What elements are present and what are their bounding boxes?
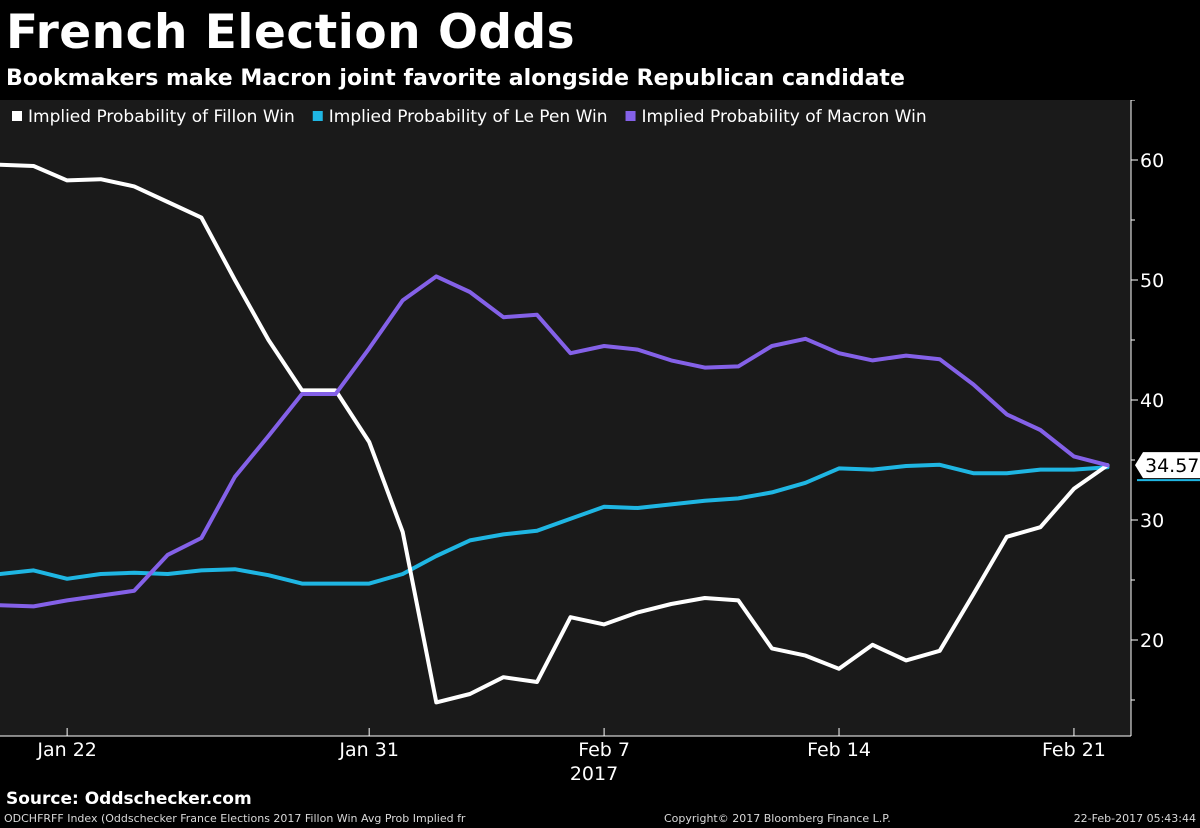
x-tick-label-jan-22: Jan 22: [36, 739, 97, 761]
y-tick-label-40: 40: [1140, 390, 1164, 412]
series-line-implied-probability-of-fillon-win: [0, 162, 1110, 705]
source-note: Source: Oddschecker.com: [6, 789, 252, 809]
chart-axes: [0, 100, 1138, 737]
last-value-badge: [1135, 452, 1200, 479]
legend-label-implied-probability-of-le-pen-win: Implied Probability of Le Pen Win: [329, 107, 608, 127]
chart-legend: Implied Probability of Fillon Win Implied…: [12, 107, 927, 127]
x-tick-label-feb-7: Feb 7: [578, 739, 630, 761]
x-axis-year-label: 2017: [570, 763, 618, 785]
legend-swatch-implied-probability-of-macron-win: [625, 111, 636, 121]
x-tick-label-feb-14: Feb 14: [807, 739, 871, 761]
line-chart: Implied Probability of Fillon Win Implied…: [0, 100, 1200, 785]
axis-labels: 20 30 40 50 60 Jan 22 Jan 31 Feb 7 Feb 14 Feb 21 2…: [36, 150, 1200, 785]
plot-area: [0, 100, 1131, 736]
series-line-implied-probability-of-le-pen-win: [0, 462, 1110, 586]
legend-label-implied-probability-of-fillon-win: Implied Probability of Fillon Win: [28, 107, 295, 127]
x-tick-label-feb-21: Feb 21: [1042, 739, 1106, 761]
footer-copyright: Copyright© 2017 Bloomberg Finance L.P.: [664, 812, 891, 825]
x-tick-label-jan-31: Jan 31: [338, 739, 399, 761]
legend-swatch-implied-probability-of-fillon-win: [12, 111, 22, 121]
series-line-implied-probability-of-macron-win: [0, 274, 1110, 609]
y-tick-label-30: 30: [1140, 510, 1164, 532]
y-tick-label-20: 20: [1140, 630, 1164, 652]
last-value-label: 34.57: [1145, 455, 1199, 477]
footer-timestamp: 22-Feb-2017 05:43:44: [1073, 812, 1196, 825]
chart-subtitle: Bookmakers make Macron joint favorite al…: [6, 66, 905, 91]
series-lines: [0, 162, 1110, 705]
y-tick-label-60: 60: [1140, 150, 1164, 172]
footer-index-description: ODCHFRFF Index (Oddschecker France Elect…: [4, 812, 466, 825]
y-tick-label-50: 50: [1140, 270, 1164, 292]
chart-title: French Election Odds: [6, 5, 576, 60]
legend-swatch-implied-probability-of-le-pen-win: [312, 111, 323, 121]
legend-label-implied-probability-of-macron-win: Implied Probability of Macron Win: [642, 107, 927, 127]
